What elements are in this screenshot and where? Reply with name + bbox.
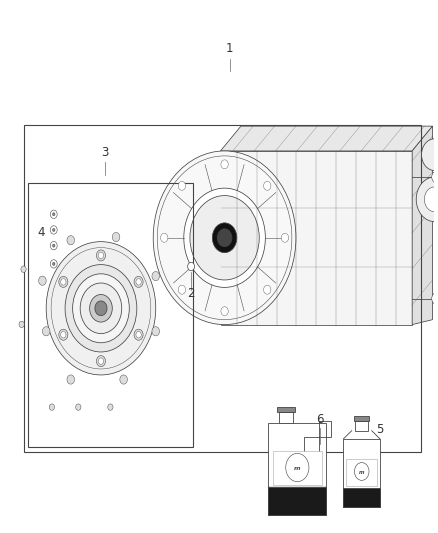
Circle shape xyxy=(108,404,113,410)
Bar xyxy=(279,412,293,423)
Circle shape xyxy=(61,332,66,338)
Circle shape xyxy=(21,266,26,272)
Circle shape xyxy=(184,188,265,287)
Circle shape xyxy=(416,177,438,222)
Bar xyxy=(268,423,326,515)
Circle shape xyxy=(53,244,55,247)
Circle shape xyxy=(98,252,104,259)
Circle shape xyxy=(421,139,438,171)
Circle shape xyxy=(153,151,296,325)
Bar xyxy=(28,183,193,447)
Circle shape xyxy=(152,327,159,336)
Circle shape xyxy=(432,171,438,183)
Circle shape xyxy=(281,233,289,242)
Circle shape xyxy=(90,295,112,322)
Circle shape xyxy=(50,210,57,219)
Circle shape xyxy=(46,241,156,375)
Circle shape xyxy=(59,276,68,287)
Circle shape xyxy=(39,276,46,285)
Circle shape xyxy=(354,463,369,480)
Circle shape xyxy=(19,321,24,328)
Polygon shape xyxy=(220,126,433,151)
Circle shape xyxy=(59,329,68,340)
Circle shape xyxy=(134,276,143,287)
Polygon shape xyxy=(412,126,433,325)
Bar xyxy=(277,407,295,412)
Circle shape xyxy=(50,226,57,234)
Circle shape xyxy=(136,332,141,338)
Bar xyxy=(220,151,412,325)
Text: 1: 1 xyxy=(226,42,233,55)
Text: 4: 4 xyxy=(37,226,45,239)
Circle shape xyxy=(112,232,120,241)
Circle shape xyxy=(96,250,106,261)
Circle shape xyxy=(264,285,271,294)
Circle shape xyxy=(134,329,143,340)
Circle shape xyxy=(178,285,186,294)
Bar xyxy=(273,450,321,486)
Text: m: m xyxy=(294,466,300,471)
Circle shape xyxy=(53,213,55,216)
Circle shape xyxy=(221,160,228,169)
Circle shape xyxy=(212,223,237,253)
Text: m: m xyxy=(359,470,364,475)
Circle shape xyxy=(98,358,104,365)
Bar xyxy=(354,416,369,421)
Bar xyxy=(343,488,380,507)
Circle shape xyxy=(50,260,57,268)
Bar xyxy=(268,487,326,515)
Circle shape xyxy=(221,307,228,316)
Circle shape xyxy=(49,404,54,410)
Circle shape xyxy=(53,228,55,231)
Circle shape xyxy=(76,404,81,410)
Bar xyxy=(343,439,380,507)
Circle shape xyxy=(136,279,141,285)
Circle shape xyxy=(187,262,194,271)
Circle shape xyxy=(80,283,122,334)
Circle shape xyxy=(67,375,74,384)
Circle shape xyxy=(73,274,129,343)
Bar xyxy=(355,421,368,431)
Bar xyxy=(346,459,377,487)
Circle shape xyxy=(286,454,309,482)
Circle shape xyxy=(190,196,259,280)
Bar xyxy=(24,125,421,452)
Text: 3: 3 xyxy=(102,147,109,159)
Circle shape xyxy=(120,375,127,384)
Circle shape xyxy=(65,264,137,352)
Circle shape xyxy=(95,301,107,316)
Circle shape xyxy=(424,187,438,212)
Circle shape xyxy=(61,279,66,285)
Circle shape xyxy=(67,236,74,245)
Text: 2: 2 xyxy=(187,287,195,301)
Text: 6: 6 xyxy=(316,413,324,426)
Text: 5: 5 xyxy=(376,423,384,436)
Circle shape xyxy=(432,293,438,304)
Circle shape xyxy=(53,262,55,265)
Circle shape xyxy=(217,229,232,247)
Circle shape xyxy=(96,356,106,367)
Circle shape xyxy=(161,233,168,242)
Circle shape xyxy=(50,241,57,250)
Circle shape xyxy=(42,327,50,336)
Circle shape xyxy=(264,181,271,190)
Circle shape xyxy=(152,271,159,281)
Circle shape xyxy=(178,181,186,190)
